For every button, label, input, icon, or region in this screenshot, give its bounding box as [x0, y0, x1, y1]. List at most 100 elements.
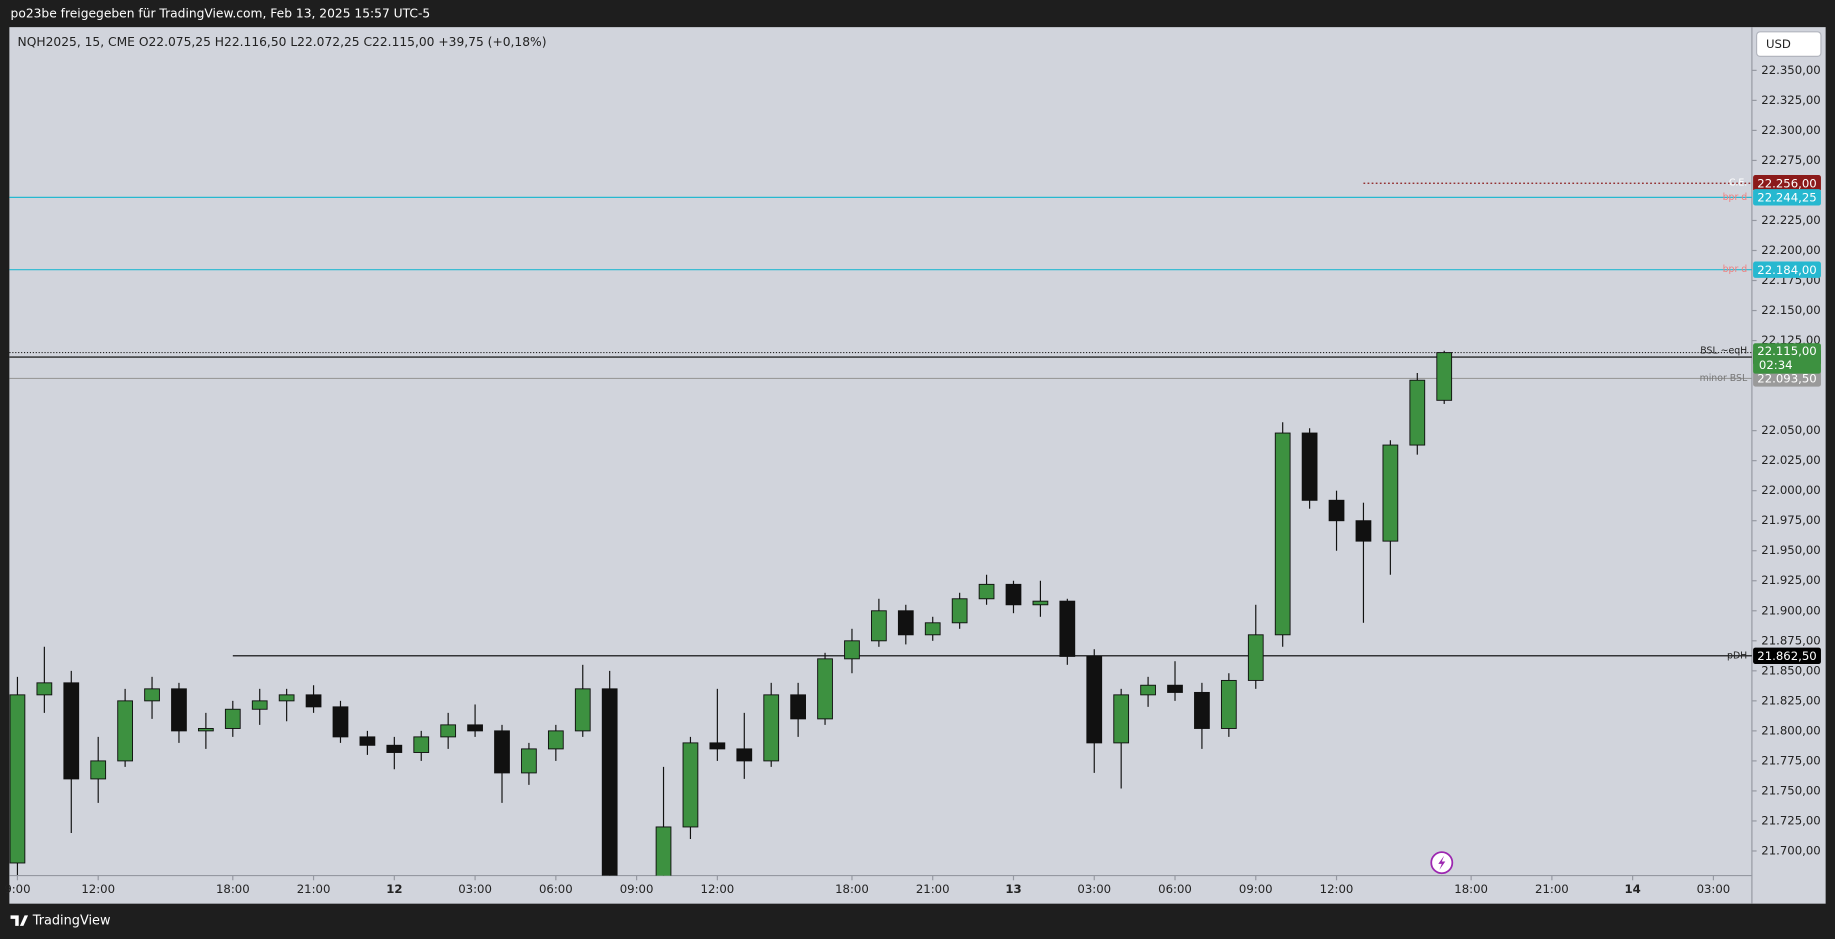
candle-body [171, 688, 187, 732]
candle-body [90, 760, 107, 780]
x-tick-label: 13 [1005, 882, 1021, 896]
candle-body [332, 706, 349, 738]
x-tick-label: 9:00 [4, 882, 30, 896]
alert-icon[interactable] [1430, 851, 1454, 875]
y-tick-label: 22.000,00 [1761, 483, 1820, 497]
x-tick-label: 06:00 [1158, 882, 1192, 896]
candle-body [198, 728, 214, 732]
y-tick-label: 21.900,00 [1761, 603, 1820, 617]
price-badge-label: 21.862,50 [1757, 649, 1816, 663]
candle-body [1086, 655, 1103, 744]
x-tick-label: 09:00 [1239, 882, 1273, 896]
price-badge [1753, 189, 1821, 206]
candle-body [278, 694, 295, 702]
price-badge [1753, 647, 1821, 665]
x-tick-label: 03:00 [458, 882, 492, 896]
x-tick-label: 09:00 [620, 882, 654, 896]
level-label: C.E. [1729, 178, 1747, 189]
candle-body [682, 742, 699, 828]
y-tick-label: 21.700,00 [1761, 843, 1820, 857]
y-tick-label: 21.850,00 [1761, 663, 1820, 677]
price-badge-label: 22.093,50 [1757, 371, 1816, 385]
symbol-legend: NQH2025, 15, CME O22.075,25 H22.116,50 L… [18, 35, 547, 49]
candle-body [251, 700, 268, 710]
candle-body [574, 688, 591, 732]
candle-body [951, 598, 968, 624]
y-tick-label: 22.150,00 [1761, 303, 1820, 317]
candle-body [1382, 444, 1399, 542]
candle-body [1005, 583, 1022, 606]
y-tick-label: 21.825,00 [1761, 693, 1820, 707]
last-price-badge [1753, 343, 1821, 374]
currency[interactable]: USD [1766, 37, 1791, 51]
x-tick-label: 21:00 [1535, 882, 1569, 896]
candle-body [978, 583, 995, 600]
candle-body [844, 640, 860, 660]
candle-body [736, 748, 753, 762]
x-tick-label: 14 [1625, 882, 1641, 896]
x-tick-label: 12 [386, 882, 402, 896]
candle-body [1059, 600, 1076, 657]
candle-body [359, 736, 376, 746]
brand: TradingView [32, 914, 111, 929]
candle-body [494, 730, 510, 774]
x-tick-label: 12:00 [1320, 882, 1354, 896]
y-tick-label: 21.750,00 [1761, 783, 1820, 797]
y-tick-label: 22.200,00 [1761, 243, 1820, 257]
candle-body [547, 730, 564, 750]
candle-body [871, 610, 887, 642]
y-tick-label: 21.800,00 [1761, 723, 1820, 737]
x-tick-label: 21:00 [297, 882, 331, 896]
candle-body [1113, 694, 1130, 744]
candle-body [36, 682, 53, 696]
candle-body [763, 694, 780, 762]
candle-body [1355, 520, 1372, 542]
candle-body [63, 682, 80, 780]
candle-body [1274, 432, 1291, 636]
y-tick-label: 21.725,00 [1761, 813, 1820, 827]
currency-box[interactable] [1756, 31, 1822, 57]
x-tick-label: 18:00 [216, 882, 250, 896]
price-badge-label: 22.184,00 [1757, 263, 1816, 277]
candle-body [924, 622, 941, 636]
x-tick-label: 06:00 [539, 882, 573, 896]
x-tick-label: 18:00 [1454, 882, 1488, 896]
y-tick-label: 21.925,00 [1761, 573, 1820, 587]
y-tick-label: 21.875,00 [1761, 633, 1820, 647]
candle-body [1194, 691, 1210, 729]
candle-body [817, 658, 833, 720]
chart-area [9, 27, 1826, 904]
countdown: 02:34 [1759, 358, 1793, 372]
candle-body [1167, 684, 1183, 693]
candle-body [144, 688, 160, 702]
y-tick-label: 21.775,00 [1761, 753, 1820, 767]
level-label: BSL ~eqH [1700, 346, 1747, 357]
candle-body [790, 694, 806, 720]
y-tick-label: 21.950,00 [1761, 543, 1820, 557]
price-badge [1753, 370, 1821, 387]
candle-body [897, 610, 914, 636]
price-badge-label: 22.244,25 [1757, 190, 1816, 204]
candle-body [9, 694, 26, 864]
candle-body [1247, 634, 1264, 681]
candle-body [117, 700, 133, 762]
x-tick-label: 12:00 [701, 882, 735, 896]
candle-body [1032, 600, 1049, 606]
candle-body [1220, 679, 1237, 729]
candle-body [224, 708, 241, 729]
x-tick-label: 18:00 [835, 882, 869, 896]
y-tick-label: 22.350,00 [1761, 63, 1820, 77]
candle-body [1436, 352, 1453, 401]
y-tick-label: 21.975,00 [1761, 513, 1820, 527]
overlay: 22.350,00 22.325,00 22.300,00 22.275,00 22.2… [4, 63, 1821, 896]
level-label: bpr d [1723, 192, 1748, 203]
candle-body [386, 744, 403, 753]
logo [10, 915, 29, 926]
candle-body [1328, 499, 1345, 522]
candle-body [467, 724, 483, 732]
candle-body [709, 742, 726, 750]
price-badge-label: 22.256,00 [1757, 176, 1816, 190]
last-price-label: 22.115,00 [1757, 344, 1816, 358]
